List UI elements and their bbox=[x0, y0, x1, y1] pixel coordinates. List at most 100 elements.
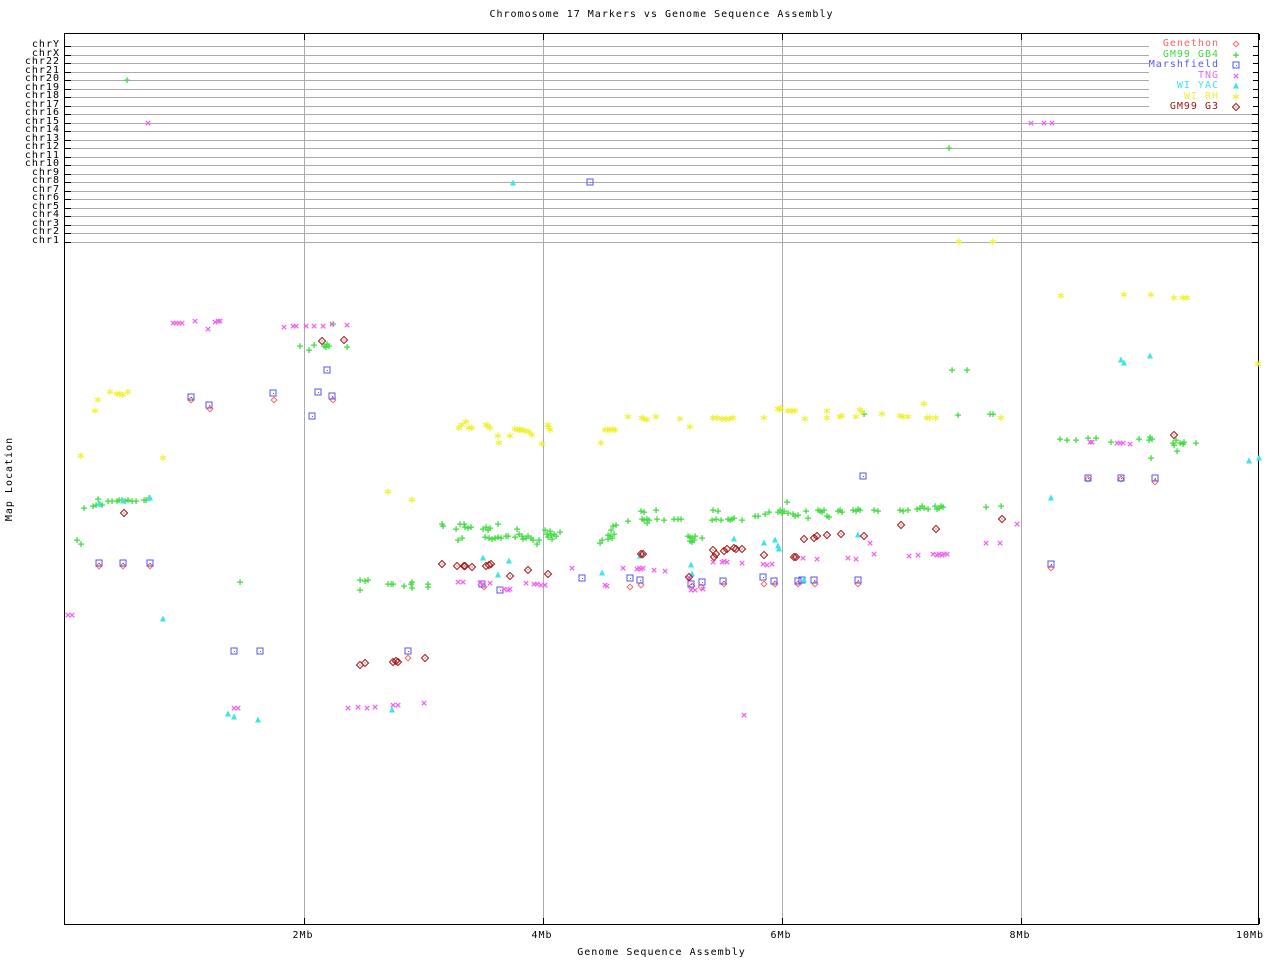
data-point: + bbox=[939, 500, 947, 514]
data-point: + bbox=[761, 507, 769, 521]
y-tick-right bbox=[1252, 46, 1258, 47]
chromosome-gridline bbox=[65, 207, 1258, 209]
data-point: + bbox=[918, 499, 926, 513]
data-point bbox=[1084, 474, 1092, 482]
x-tick-top bbox=[304, 34, 305, 40]
data-point: + bbox=[1176, 436, 1184, 450]
chromosome-gridline bbox=[65, 173, 1258, 175]
marker-center-dot bbox=[321, 340, 323, 342]
marker-center-dot bbox=[149, 562, 151, 564]
data-point bbox=[270, 396, 278, 404]
chromosome-gridline bbox=[65, 139, 1258, 141]
data-point: + bbox=[124, 493, 132, 507]
legend-item: GM99 GB4 + bbox=[1149, 49, 1253, 60]
data-point: + bbox=[389, 577, 397, 591]
data-point bbox=[626, 574, 634, 582]
data-point: + bbox=[1084, 431, 1092, 445]
data-point: + bbox=[709, 503, 717, 517]
data-point: × bbox=[522, 576, 530, 590]
data-point: + bbox=[343, 340, 351, 354]
data-point bbox=[599, 569, 605, 576]
data-point: + bbox=[948, 363, 956, 377]
data-point: + bbox=[80, 501, 88, 515]
chromosome-gridline bbox=[65, 148, 1258, 149]
legend-item: TNG × bbox=[1149, 69, 1253, 83]
marker-center-dot bbox=[1235, 106, 1237, 108]
data-point bbox=[1121, 359, 1127, 366]
data-point: × bbox=[371, 700, 379, 714]
data-point: ∗ bbox=[454, 420, 464, 436]
data-point: × bbox=[723, 555, 731, 569]
x-tick-label: 8Mb bbox=[1009, 930, 1031, 941]
data-point: ∗ bbox=[515, 422, 525, 438]
data-point: + bbox=[552, 529, 560, 543]
data-point bbox=[578, 574, 586, 582]
marker-center-dot bbox=[527, 569, 529, 571]
data-point: + bbox=[464, 521, 472, 535]
data-point: ∗ bbox=[457, 417, 467, 433]
marker-center-dot bbox=[1001, 518, 1003, 520]
y-tick-left bbox=[65, 46, 71, 47]
data-point: × bbox=[940, 547, 948, 561]
data-point: + bbox=[486, 521, 494, 535]
data-point: × bbox=[354, 700, 362, 714]
data-point: × bbox=[933, 548, 941, 562]
data-point: + bbox=[643, 512, 651, 526]
y-tick-label: chr22 bbox=[24, 56, 60, 67]
data-point: + bbox=[945, 141, 953, 155]
marker-center-dot bbox=[397, 661, 399, 663]
data-point: + bbox=[963, 363, 971, 377]
marker-center-dot bbox=[715, 553, 717, 555]
data-point bbox=[404, 654, 412, 662]
data-point: ∗ bbox=[513, 422, 523, 438]
y-tick-label: chr21 bbox=[24, 64, 60, 76]
x-tick-top bbox=[1259, 34, 1260, 40]
data-point bbox=[854, 576, 862, 584]
y-tick-left bbox=[65, 148, 71, 149]
marker-cross: × bbox=[1232, 69, 1240, 83]
data-point bbox=[1246, 457, 1252, 464]
y-tick-right bbox=[1252, 199, 1258, 200]
data-point: × bbox=[935, 547, 943, 561]
data-point: × bbox=[568, 561, 576, 575]
legend-marker bbox=[1219, 102, 1253, 112]
data-point bbox=[776, 545, 782, 552]
data-point bbox=[689, 570, 695, 577]
marker-center-dot bbox=[259, 650, 261, 652]
data-point bbox=[688, 561, 694, 568]
data-point: × bbox=[1086, 435, 1094, 449]
chromosome-gridline bbox=[65, 63, 1258, 64]
data-point: ∗ bbox=[603, 422, 613, 438]
data-point bbox=[1117, 474, 1125, 482]
data-point: + bbox=[108, 494, 116, 508]
legend-label: Marshfield bbox=[1148, 59, 1219, 71]
data-point: × bbox=[344, 701, 352, 715]
data-point: + bbox=[852, 504, 860, 518]
data-point bbox=[855, 531, 861, 538]
data-point: + bbox=[698, 531, 706, 545]
data-point: ∗ bbox=[545, 422, 555, 438]
y-tick-label: chr15 bbox=[24, 115, 60, 127]
data-point: + bbox=[604, 528, 612, 542]
y-tick-label: chr4 bbox=[31, 209, 60, 220]
data-point: × bbox=[635, 561, 643, 575]
y-tick-right bbox=[1252, 97, 1258, 98]
data-point: + bbox=[384, 577, 392, 591]
data-point: × bbox=[68, 608, 76, 622]
data-point: + bbox=[935, 501, 943, 515]
marker-center-dot bbox=[364, 662, 366, 664]
marker-center-dot bbox=[840, 533, 842, 535]
data-point: + bbox=[784, 506, 792, 520]
data-point: ∗ bbox=[954, 233, 964, 250]
data-point: + bbox=[904, 503, 912, 517]
data-point: + bbox=[1179, 437, 1187, 451]
data-point: + bbox=[515, 527, 523, 541]
data-point: + bbox=[913, 502, 921, 516]
data-point: + bbox=[838, 505, 846, 519]
y-tick-left bbox=[65, 105, 71, 107]
data-point: × bbox=[929, 547, 937, 561]
legend-label: GM99 G3 bbox=[1169, 101, 1219, 113]
data-point: ∗ bbox=[835, 409, 845, 425]
y-tick-right bbox=[1252, 122, 1258, 124]
data-point: × bbox=[866, 536, 874, 550]
